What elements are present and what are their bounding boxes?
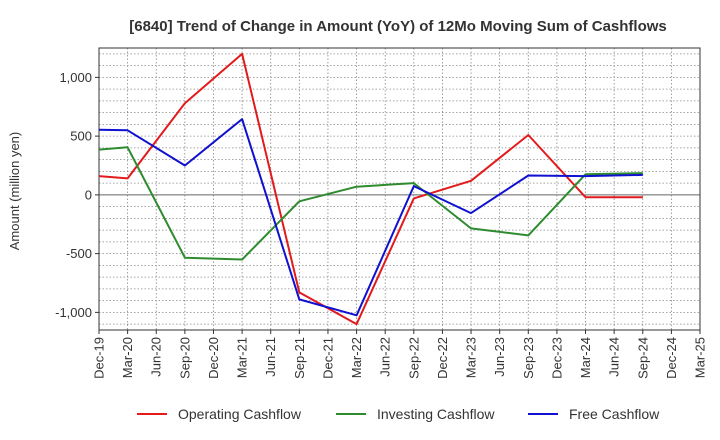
legend-label: Free Cashflow [569,406,660,422]
x-tick-label: Dec-19 [92,337,107,379]
x-tick-label: Sep-21 [292,337,307,379]
x-tick-label: Jun-21 [263,337,278,377]
x-tick-label: Sep-22 [406,337,421,379]
y-tick-label: -1,000 [55,305,92,320]
x-tick-label: Mar-21 [235,337,250,378]
plot-frame [98,47,701,331]
y-tick-label: 0 [85,187,92,202]
x-tick-label: Mar-25 [693,337,708,378]
plot-area: 1,000 500 0 -500 -1,000 Dec-19 Mar-20 Jun-20 Sep… [55,47,708,379]
series-line-free-cashflow [98,118,643,317]
y-axis-label: Amount (million yen) [7,132,22,251]
legend-label: Investing Cashflow [377,406,495,422]
x-tick-label: Sep-20 [177,337,192,379]
x-tick-label: Mar-22 [349,337,364,378]
x-tick-label: Sep-24 [635,337,650,379]
x-tick-label: Sep-23 [521,337,536,379]
y-tick-label: -500 [66,246,92,261]
y-tick-label: 1,000 [59,70,92,85]
x-tick-label: Dec-20 [206,337,221,379]
x-tick-label: Dec-24 [664,337,679,379]
x-tick-label: Jun-20 [149,337,164,377]
legend: Operating Cashflow Investing Cashflow Free… [137,406,660,422]
y-tick-label: 500 [70,129,92,144]
x-tick-label: Mar-23 [464,337,479,378]
x-tick-label: Dec-22 [435,337,450,379]
x-tick-label: Mar-20 [120,337,135,378]
series-line-investing-cashflow [98,146,643,261]
legend-label: Operating Cashflow [178,406,302,422]
x-tick-label: Mar-24 [578,337,593,378]
series-line-operating-cashflow [98,52,643,326]
chart-title: [6840] Trend of Change in Amount (YoY) o… [129,18,667,35]
x-tick-label: Dec-21 [320,337,335,379]
x-tick-label: Jun-22 [378,337,393,377]
x-tick-label: Dec-23 [549,337,564,379]
x-tick-label: Jun-24 [607,337,622,377]
x-tick-label: Jun-23 [492,337,507,377]
